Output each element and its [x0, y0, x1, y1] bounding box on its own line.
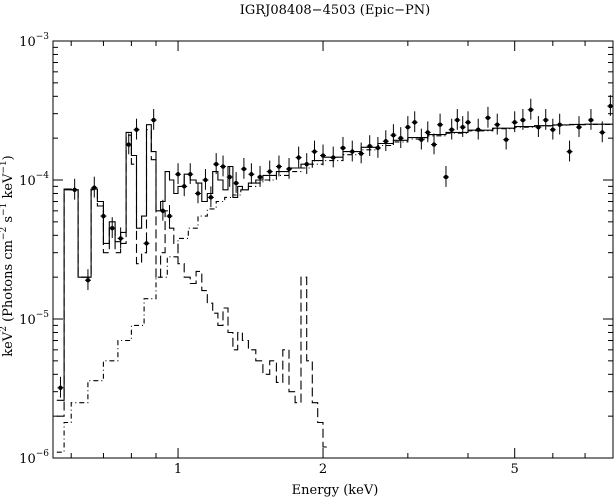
data-point: [101, 213, 106, 219]
data-point: [412, 120, 417, 125]
data-point: [257, 174, 263, 180]
data-point: [144, 241, 149, 246]
x-tick-label: 1: [174, 462, 182, 477]
data-point: [188, 172, 193, 177]
y-tick-label: 10−6: [19, 449, 49, 467]
y-label-exp3: −1: [0, 203, 9, 216]
data-point: [550, 127, 556, 132]
data-point: [296, 155, 301, 160]
data-point: [520, 117, 526, 123]
data-point: [92, 185, 97, 190]
data-point: [528, 107, 533, 112]
plot-frame: [52, 40, 614, 459]
data-point: [208, 195, 214, 200]
total-model-line: [56, 123, 613, 401]
component-dashed-line: [56, 129, 329, 448]
y-label-mid2: s: [1, 216, 16, 227]
data-point: [503, 137, 509, 142]
y-label-pre: keV: [1, 331, 16, 357]
data-point: [227, 174, 232, 180]
data-point: [543, 117, 548, 123]
component-dotted-line: [56, 123, 613, 453]
data-point: [312, 149, 317, 154]
data-point: [85, 278, 91, 283]
data-point: [167, 213, 172, 219]
data-point: [267, 169, 272, 174]
data-point: [304, 161, 309, 167]
data-point: [203, 177, 208, 183]
y-tick-label: 10−5: [19, 310, 49, 328]
data-point: [600, 130, 605, 135]
y-axis-label: keV2 (Photons cm−2 s−1 keV−1): [0, 155, 16, 357]
chart-title: IGRJ08408−4503 (Epic−PN): [240, 3, 430, 18]
data-point: [476, 127, 481, 132]
data-point: [151, 117, 156, 123]
data-point: [425, 130, 430, 135]
data-point: [536, 124, 541, 130]
data-point: [331, 155, 336, 160]
data-point: [443, 174, 449, 180]
data-point: [576, 124, 582, 130]
data-point: [350, 149, 355, 154]
data-point: [495, 122, 500, 127]
x-axis-label: Energy (keV): [292, 483, 379, 498]
data-point: [320, 153, 326, 158]
y-axis: 10−6 10−5 10−4 10−3: [19, 32, 613, 467]
data-point: [367, 144, 372, 149]
data-point: [431, 142, 437, 147]
data-point: [375, 145, 381, 151]
y-tick-label: 10−4: [19, 171, 49, 189]
data-point: [220, 164, 226, 169]
data-point: [512, 120, 517, 125]
x-axis: 1 2 5: [70, 41, 614, 477]
y-label-mid: (Photons cm: [1, 240, 16, 326]
data-point: [160, 208, 166, 214]
data-point: [405, 124, 411, 130]
data-point: [110, 226, 115, 231]
data-point: [249, 172, 254, 177]
data-point: [437, 122, 443, 127]
data-point: [460, 124, 465, 130]
data-point: [182, 184, 187, 189]
data-point: [126, 142, 131, 147]
data-point: [567, 149, 572, 154]
data-point: [485, 115, 491, 121]
data-point: [608, 103, 613, 109]
y-tick-label: 10−3: [19, 32, 49, 50]
data-point: [134, 127, 139, 132]
y-label-mid3: keV: [1, 173, 16, 203]
y-label-exp2: −2: [0, 227, 9, 240]
data-point: [391, 133, 396, 138]
data-point: [213, 161, 219, 167]
x-tick-label: 5: [511, 462, 519, 477]
data-point: [241, 166, 247, 172]
data-point: [233, 180, 239, 186]
data-point: [383, 139, 389, 144]
y-label-exp4: −1: [0, 160, 9, 173]
data-point: [419, 137, 424, 142]
data-point: [175, 172, 181, 177]
data-point: [276, 164, 282, 169]
plot-border: [52, 40, 614, 459]
data-point: [449, 127, 454, 132]
x-tick-label: 2: [319, 462, 327, 477]
data-point: [72, 187, 77, 193]
series-layer: [56, 95, 613, 453]
data-point: [340, 145, 346, 151]
data-point: [557, 122, 562, 127]
data-point: [465, 120, 471, 125]
data-point: [118, 236, 123, 241]
data-point: [358, 151, 364, 156]
data-point: [58, 385, 63, 390]
y-label-exp1: 2: [0, 326, 9, 332]
y-label-post: ): [1, 155, 16, 160]
data-point: [286, 166, 292, 172]
data-point: [455, 117, 460, 123]
data-point: [195, 191, 201, 196]
data-points: [57, 95, 613, 398]
data-point: [398, 135, 403, 141]
data-point: [588, 117, 594, 123]
